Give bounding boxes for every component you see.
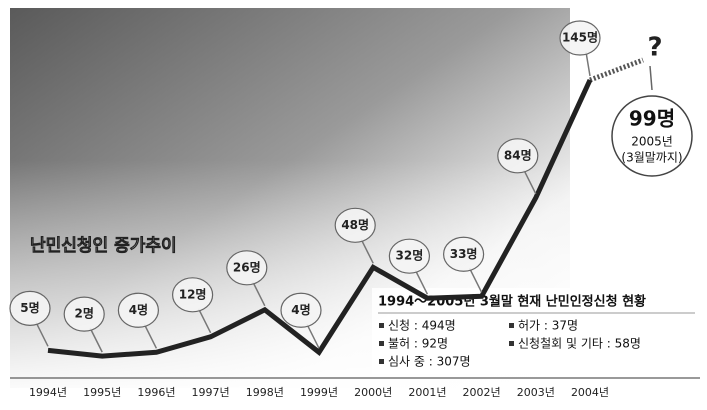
x-tick-label: 2000년 [354,386,392,399]
summary-bullet [379,323,384,328]
value-label: 48명 [341,218,369,232]
x-tick-label: 1995년 [83,386,121,399]
value-label: 33명 [450,247,478,261]
x-tick-label: 1997년 [192,386,230,399]
value-label: 12명 [179,287,207,301]
x-tick-label: 2001년 [408,386,446,399]
summary-item: 신청 : 494명 [388,319,456,333]
value-label: 4명 [129,303,148,317]
projection-mark: ? [647,33,662,63]
value-label: 5명 [20,301,39,315]
value-label: 2명 [75,307,94,321]
summary-bullet [379,341,384,346]
x-tick-label: 2002년 [463,386,501,399]
summary-item: 심사 중 : 307명 [388,355,471,369]
value-label: 145명 [562,31,598,45]
summary-item: 신청철회 및 기타 : 58명 [518,337,641,351]
summary-bullet [509,341,514,346]
summary-title: 1994～2005년 3월말 현재 난민인정신청 현황 [378,294,646,310]
summary-bullet [379,359,384,364]
x-tick-label: 1999년 [300,386,338,399]
value-label: 32명 [396,249,424,263]
x-tick-label: 1996년 [137,386,175,399]
chart: 난민신청인 증가추이 1994～2005년 3월말 현재 난민인정신청 현황 ?… [0,0,707,406]
x-tick-label: 2003년 [517,386,555,399]
chart-title: 난민신청인 증가추이 [30,235,177,256]
value-label: 84명 [504,148,532,162]
value-label: 4명 [291,303,310,317]
value-label: 26명 [233,260,261,274]
summary-bullet [509,323,514,328]
x-tick-label: 2004년 [571,386,609,399]
projection-note: (3월말까지) [621,151,682,165]
projection-label: 99명 [629,107,675,131]
projection-year: 2005년 [631,135,673,149]
summary-item: 불허 : 92명 [388,337,448,351]
x-tick-label: 1998년 [246,386,284,399]
x-tick-label: 1994년 [29,386,67,399]
summary-item: 허가 : 37명 [518,319,578,333]
